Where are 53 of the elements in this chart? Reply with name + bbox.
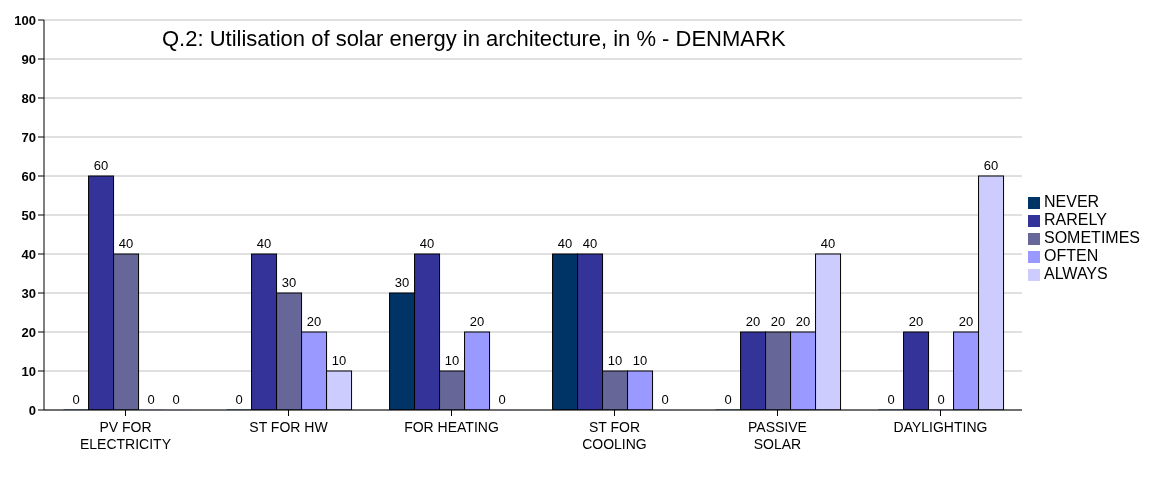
x-tick-label: FOR HEATING [404, 419, 499, 435]
data-label: 30 [394, 275, 410, 290]
data-label: 0 [724, 392, 732, 407]
x-tick-label: PASSIVE SOLAR [748, 419, 807, 452]
data-label: 40 [557, 236, 573, 251]
legend-label: ALWAYS [1043, 265, 1108, 282]
data-label: 40 [118, 236, 134, 251]
legend-label: RARELY [1043, 211, 1107, 228]
data-label: 0 [172, 392, 180, 407]
y-tick-label: 40 [21, 246, 36, 262]
data-label: 20 [795, 314, 811, 329]
y-tick-label: 60 [21, 168, 36, 184]
y-tick-label: 30 [21, 285, 36, 301]
legend-label: OFTEN [1043, 247, 1099, 264]
data-label: 20 [306, 314, 322, 329]
data-label: 10 [444, 353, 460, 368]
data-label: 40 [820, 236, 836, 251]
data-label: 40 [419, 236, 435, 251]
y-tick-label: 10 [21, 363, 36, 379]
legend-label: NEVER [1043, 193, 1100, 210]
data-label: 0 [887, 392, 895, 407]
x-tick-label: PV FOR ELECTRICITY [79, 419, 172, 452]
y-tick-label: 20 [21, 324, 36, 340]
y-tick-label: 90 [21, 51, 36, 67]
data-label: 10 [607, 353, 623, 368]
y-tick-label: 100 [14, 12, 36, 28]
x-tick-label: ST FOR COOLING [582, 419, 647, 452]
data-label: 20 [770, 314, 786, 329]
data-label: 0 [147, 392, 155, 407]
data-label: 20 [745, 314, 761, 329]
data-label: 0 [498, 392, 506, 407]
data-label: 0 [235, 392, 243, 407]
y-tick-label: 50 [21, 207, 36, 223]
data-label: 0 [661, 392, 669, 407]
x-tick-label: ST FOR HW [249, 419, 329, 435]
data-label: 0 [937, 392, 945, 407]
data-label: 20 [469, 314, 485, 329]
y-tick-label: 70 [21, 129, 36, 145]
legend-label: SOMETIMES [1043, 229, 1140, 246]
data-label: 40 [256, 236, 272, 251]
data-label: 20 [958, 314, 974, 329]
data-label: 0 [72, 392, 80, 407]
data-label: 60 [93, 158, 109, 173]
data-label: 10 [632, 353, 648, 368]
data-label: 10 [331, 353, 347, 368]
x-tick-label: DAYLIGHTING [893, 419, 988, 435]
data-label: 60 [983, 158, 999, 173]
data-label: 20 [908, 314, 924, 329]
y-tick-label: 0 [28, 402, 36, 418]
chart-title: Q.2: Utilisation of solar energy in architecture, in % - DENMARK [158, 26, 790, 52]
y-tick-label: 80 [21, 90, 36, 106]
data-label: 30 [281, 275, 297, 290]
data-label: 40 [582, 236, 598, 251]
